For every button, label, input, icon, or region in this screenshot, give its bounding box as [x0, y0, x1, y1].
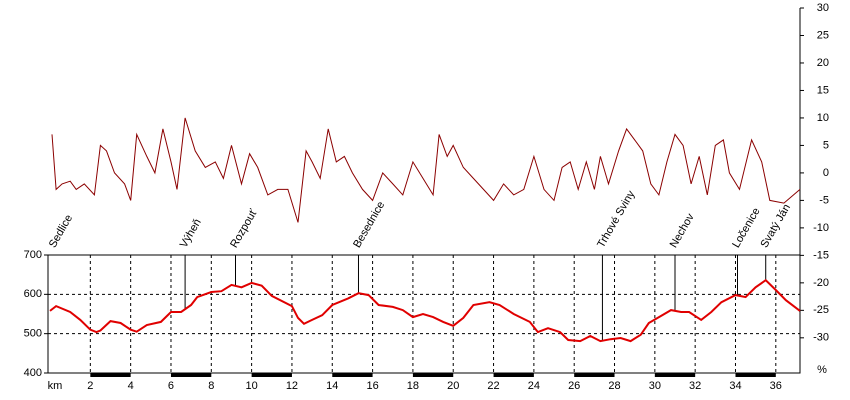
x-tick-label: 8 [208, 380, 214, 392]
y-tick-label: 500 [24, 328, 42, 340]
y2-tick-label: 15 [817, 84, 829, 96]
gradient-line [51, 117, 801, 223]
y2-tick-label: -5 [819, 194, 829, 206]
km-band [412, 373, 454, 377]
x-tick-label: 36 [770, 380, 782, 392]
x-tick-label: 20 [447, 380, 459, 392]
y2-axis-label: % [817, 364, 827, 376]
waypoint-label: Rozpouť [228, 207, 260, 250]
x-tick-label: 18 [407, 380, 419, 392]
y2-tick-label: -15 [813, 249, 829, 261]
km-band [251, 373, 292, 377]
y-tick-label: 700 [24, 249, 42, 261]
km-band [90, 373, 131, 377]
y2-tick-label: 20 [817, 57, 829, 69]
waypoint-label: Výheň [178, 217, 204, 250]
y-tick-label: 600 [24, 288, 42, 300]
km-band [654, 373, 696, 377]
km-band [493, 373, 534, 377]
x-tick-label: 10 [245, 380, 257, 392]
km-band [170, 373, 212, 377]
km-band [332, 373, 373, 377]
x-tick-label: 16 [366, 380, 378, 392]
y-tick-label: 400 [24, 367, 42, 379]
y2-tick-label: -25 [813, 304, 829, 316]
waypoint-label: Nechov [668, 211, 697, 250]
waypoint-label: Sedlice [47, 213, 75, 250]
y2-tick-label: -30 [813, 332, 829, 344]
x-tick-label: 6 [168, 380, 174, 392]
x-tick-label: 22 [487, 380, 499, 392]
x-tick-label: 14 [326, 380, 338, 392]
waypoint-label: Svatý Ján [758, 202, 793, 250]
x-tick-label: 24 [528, 380, 540, 392]
waypoint-label: Besednice [351, 199, 387, 249]
y2-tick-label: 5 [823, 139, 829, 151]
x-tick-label: 34 [729, 380, 741, 392]
y2-tick-label: 30 [817, 2, 829, 14]
y2-tick-label: 10 [817, 112, 829, 124]
x-tick-label: 26 [568, 380, 580, 392]
km-band [735, 373, 776, 377]
y2-tick-label: -10 [813, 222, 829, 234]
y2-tick-label: 25 [817, 29, 829, 41]
x-axis-label: km [48, 380, 63, 392]
x-tick-label: 12 [286, 380, 298, 392]
y2-tick-label: 0 [823, 167, 829, 179]
x-tick-label: 32 [689, 380, 701, 392]
km-band [574, 373, 615, 377]
elevation-line [49, 278, 801, 343]
x-tick-label: 30 [649, 380, 661, 392]
x-tick-label: 4 [128, 380, 134, 392]
waypoint-label: Trhové Sviny [595, 188, 638, 250]
x-tick-label: 28 [608, 380, 620, 392]
x-tick-label: 2 [87, 380, 93, 392]
y2-tick-label: -20 [813, 277, 829, 289]
